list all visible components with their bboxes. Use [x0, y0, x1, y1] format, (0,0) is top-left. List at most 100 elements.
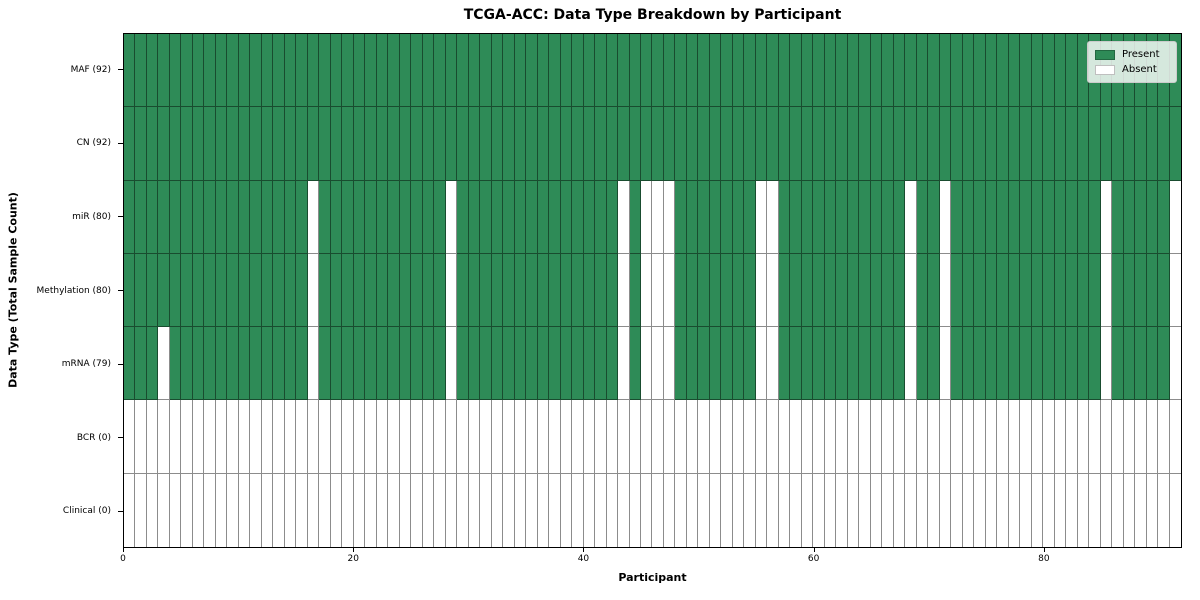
heatmap-cell — [296, 400, 308, 474]
heatmap-cell — [1020, 253, 1032, 328]
heatmap-cell — [284, 180, 297, 254]
heatmap-cell — [307, 253, 320, 328]
heatmap-cell — [859, 107, 871, 181]
heatmap-cell — [192, 107, 205, 181]
heatmap-cell — [1043, 34, 1055, 108]
heatmap-cell — [296, 473, 308, 547]
heatmap-cell — [951, 327, 963, 401]
heatmap-cell — [595, 253, 607, 328]
heatmap-cell — [468, 473, 481, 547]
heatmap-cell — [422, 34, 435, 108]
heatmap-cell — [135, 107, 147, 181]
heatmap-cell — [480, 327, 492, 401]
heatmap-cell — [445, 327, 458, 401]
heatmap-cell — [1054, 400, 1067, 474]
heatmap-cell — [399, 400, 412, 474]
heatmap-cell — [618, 180, 630, 254]
heatmap-cell — [135, 253, 147, 328]
legend: Present Absent — [1087, 41, 1177, 83]
heatmap-cell — [307, 327, 320, 401]
y-tick-mark — [118, 363, 123, 365]
heatmap-cell — [905, 327, 917, 401]
heatmap-cell — [905, 400, 917, 474]
heatmap-cell — [721, 327, 733, 401]
heatmap-cell — [629, 327, 641, 401]
heatmap-cell — [307, 473, 320, 547]
heatmap-cell — [997, 34, 1009, 108]
legend-item-present: Present — [1095, 47, 1169, 62]
heatmap-cell — [618, 34, 630, 108]
heatmap-cell — [732, 107, 745, 181]
heatmap-cell — [698, 400, 710, 474]
heatmap-cell — [985, 107, 998, 181]
heatmap-cell — [939, 400, 952, 474]
heatmap-cell — [951, 473, 963, 547]
heatmap-cell — [905, 107, 917, 181]
heatmap-cell — [388, 473, 400, 547]
heatmap-cell — [698, 327, 710, 401]
heatmap-cell — [468, 400, 481, 474]
heatmap-cell — [629, 107, 641, 181]
heatmap-cell — [1043, 253, 1055, 328]
heatmap-cell — [721, 107, 733, 181]
heatmap-cell — [353, 34, 366, 108]
heatmap-cell — [1112, 400, 1124, 474]
heatmap-cell — [836, 327, 848, 401]
heatmap-cell — [606, 473, 619, 547]
heatmap-cell — [974, 253, 986, 328]
heatmap-cell — [146, 327, 159, 401]
heatmap-cell — [663, 473, 676, 547]
heatmap-cell — [893, 473, 906, 547]
heatmap-cell — [1008, 400, 1021, 474]
heatmap-cell — [158, 107, 170, 181]
heatmap-cell — [951, 253, 963, 328]
heatmap-cell — [1146, 473, 1159, 547]
heatmap-cell — [859, 180, 871, 254]
heatmap-cell — [204, 180, 216, 254]
heatmap-cell — [916, 400, 929, 474]
x-tick-label: 0 — [120, 554, 126, 564]
heatmap-cell — [422, 473, 435, 547]
heatmap-cell — [503, 34, 515, 108]
heatmap-cell — [514, 180, 527, 254]
heatmap-cell — [686, 107, 699, 181]
heatmap-cell — [124, 107, 136, 181]
heatmap-cell — [1089, 400, 1101, 474]
heatmap-cell — [1100, 253, 1113, 328]
heatmap-cell — [882, 253, 894, 328]
heatmap-cell — [353, 253, 366, 328]
heatmap-cell — [560, 34, 573, 108]
heatmap-cell — [445, 253, 458, 328]
heatmap-cell — [1100, 327, 1113, 401]
heatmap-cell — [514, 253, 527, 328]
heatmap-cell — [238, 327, 251, 401]
heatmap-cell — [491, 34, 504, 108]
heatmap-cell — [342, 253, 354, 328]
heatmap-cell — [629, 473, 641, 547]
heatmap-cell — [468, 107, 481, 181]
heatmap-cell — [434, 473, 446, 547]
heatmap-cell — [537, 34, 550, 108]
heatmap-cell — [675, 473, 687, 547]
heatmap-cell — [893, 327, 906, 401]
heatmap-cell — [1043, 107, 1055, 181]
heatmap-cell — [261, 327, 274, 401]
heatmap-cell — [181, 34, 193, 108]
heatmap-cell — [1158, 327, 1170, 401]
heatmap-cell — [790, 327, 802, 401]
heatmap-cell — [572, 253, 584, 328]
heatmap-cell — [526, 253, 538, 328]
heatmap-cell — [1100, 180, 1113, 254]
heatmap-cell — [801, 400, 814, 474]
heatmap-cell — [353, 327, 366, 401]
heatmap-cell — [1031, 253, 1044, 328]
heatmap-cell — [1123, 180, 1136, 254]
plot-area: Present Absent — [123, 33, 1182, 548]
heatmap-cell — [1043, 473, 1055, 547]
heatmap-cell — [675, 400, 687, 474]
heatmap-cell — [319, 400, 331, 474]
heatmap-cell — [790, 107, 802, 181]
heatmap-cell — [824, 180, 837, 254]
heatmap-cell — [445, 34, 458, 108]
heatmap-cell — [572, 400, 584, 474]
